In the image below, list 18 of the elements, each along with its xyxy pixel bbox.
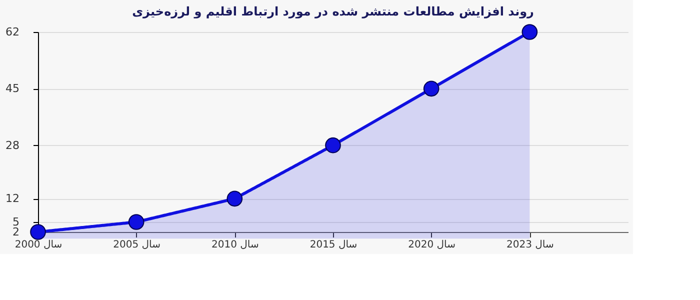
x-tick-label: سال 2023 — [506, 240, 554, 250]
point — [423, 80, 440, 97]
x-tick-label: سال 2020 — [408, 240, 456, 250]
y-tick-label: 12 — [6, 192, 20, 206]
y-tick-label: 2 — [12, 226, 20, 238]
x-tick-label: سال 2005 — [113, 240, 160, 250]
point — [325, 137, 341, 154]
x-tick-label: سال 2010 — [212, 240, 259, 250]
y-tick-label: 45 — [6, 82, 20, 96]
x-tick-label: سال 2000 — [14, 240, 62, 250]
chart-title: روند افزایش مطالعات منتشر شده در مورد ارتباط اقلیم و لرزه‌خیزی — [132, 4, 534, 19]
y-tick-label: 5 — [12, 216, 20, 228]
point — [226, 190, 243, 207]
y-tick-label: 62 — [6, 26, 20, 38]
x-tick-label: سال 2015 — [310, 240, 358, 250]
y-tick-label: 28 — [6, 138, 20, 152]
point — [522, 24, 538, 40]
point — [128, 214, 144, 230]
